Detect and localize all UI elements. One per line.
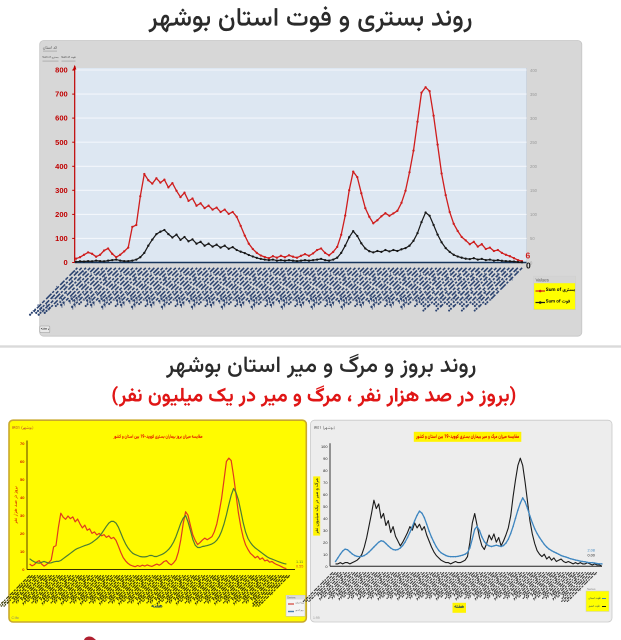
svg-text:20: 20	[323, 540, 328, 545]
svg-text:10: 10	[20, 549, 25, 554]
svg-text:Series: Series	[587, 587, 596, 591]
svg-text:2.08: 2.08	[588, 549, 595, 553]
svg-text:60: 60	[323, 492, 328, 497]
svg-text:100: 100	[321, 444, 328, 449]
svg-text:700: 700	[55, 90, 68, 99]
svg-text:0: 0	[22, 567, 25, 572]
svg-text:50: 50	[530, 236, 535, 241]
svg-text:0.55: 0.55	[296, 565, 303, 569]
svg-text:20: 20	[20, 531, 25, 536]
svg-text:100: 100	[55, 234, 68, 243]
svg-text:0: 0	[64, 258, 68, 267]
svg-text:150: 150	[530, 188, 538, 193]
svg-text:200: 200	[55, 210, 68, 219]
svg-text:50: 50	[20, 477, 25, 482]
svg-text:0: 0	[526, 261, 531, 271]
svg-text:600: 600	[55, 114, 68, 123]
svg-text:350: 350	[530, 92, 538, 97]
svg-text:1:99: 1:99	[313, 616, 320, 620]
svg-text:70: 70	[20, 441, 25, 446]
svg-text:0.00: 0.00	[588, 554, 595, 558]
svg-text:0: 0	[530, 260, 533, 265]
svg-text:90: 90	[323, 456, 328, 461]
svg-text:30: 30	[323, 528, 328, 533]
svg-text:Series: Series	[287, 596, 296, 600]
svg-text:800: 800	[55, 66, 68, 75]
svg-text:70: 70	[323, 480, 328, 485]
svg-text:40: 40	[323, 516, 328, 521]
svg-text:C:\fo: C:\fo	[12, 616, 19, 620]
svg-text:100: 100	[530, 212, 538, 217]
svg-text:0: 0	[325, 564, 328, 569]
svg-text:200: 200	[530, 164, 538, 169]
svg-text:400: 400	[530, 68, 538, 73]
svg-text:40: 40	[20, 495, 25, 500]
svg-text:10: 10	[323, 552, 328, 557]
svg-text:1.11: 1.11	[296, 560, 303, 564]
svg-text:6: 6	[526, 251, 531, 261]
svg-text:50: 50	[323, 504, 328, 509]
svg-text:300: 300	[55, 186, 68, 195]
svg-text:250: 250	[530, 140, 538, 145]
svg-text:300: 300	[530, 116, 538, 121]
svg-text:30: 30	[20, 513, 25, 518]
svg-text:500: 500	[55, 138, 68, 147]
svg-text:60: 60	[20, 459, 25, 464]
svg-text:80: 80	[323, 468, 328, 473]
svg-text:Values: Values	[536, 278, 550, 283]
svg-text:400: 400	[55, 162, 68, 171]
